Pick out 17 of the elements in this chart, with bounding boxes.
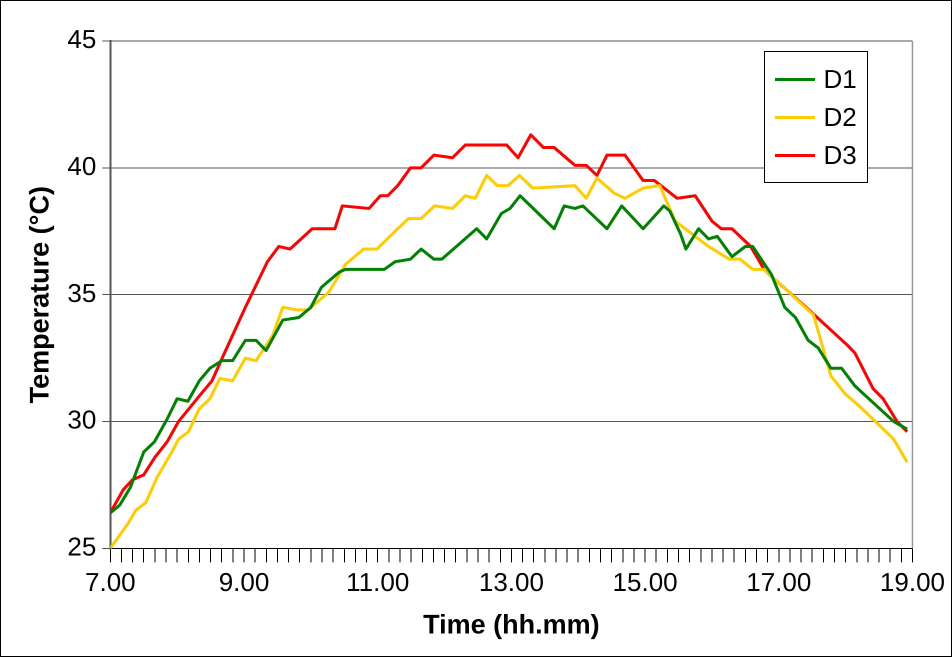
x-tick-label: 19.00 (880, 567, 946, 598)
x-tick-label: 17.00 (746, 567, 812, 598)
x-tick-label: 7.00 (85, 567, 136, 598)
legend-label: D2 (823, 102, 857, 132)
y-tick-label: 40 (67, 151, 96, 182)
x-tick-label: 9.00 (218, 567, 270, 598)
y-tick-label: 35 (67, 278, 96, 308)
y-axis-title: Temperature (°C) (24, 186, 55, 404)
y-tick-label: 30 (67, 404, 96, 435)
x-tick-label: 13.00 (478, 567, 544, 598)
y-tick-label: 25 (67, 532, 96, 562)
x-axis-title: Time (hh.mm) (423, 609, 600, 640)
legend-label: D1 (823, 64, 857, 94)
legend-label: D3 (823, 140, 857, 170)
x-tick-label: 11.00 (346, 567, 410, 598)
x-tick-label: 15.00 (612, 567, 678, 598)
y-tick-label: 45 (67, 24, 96, 54)
